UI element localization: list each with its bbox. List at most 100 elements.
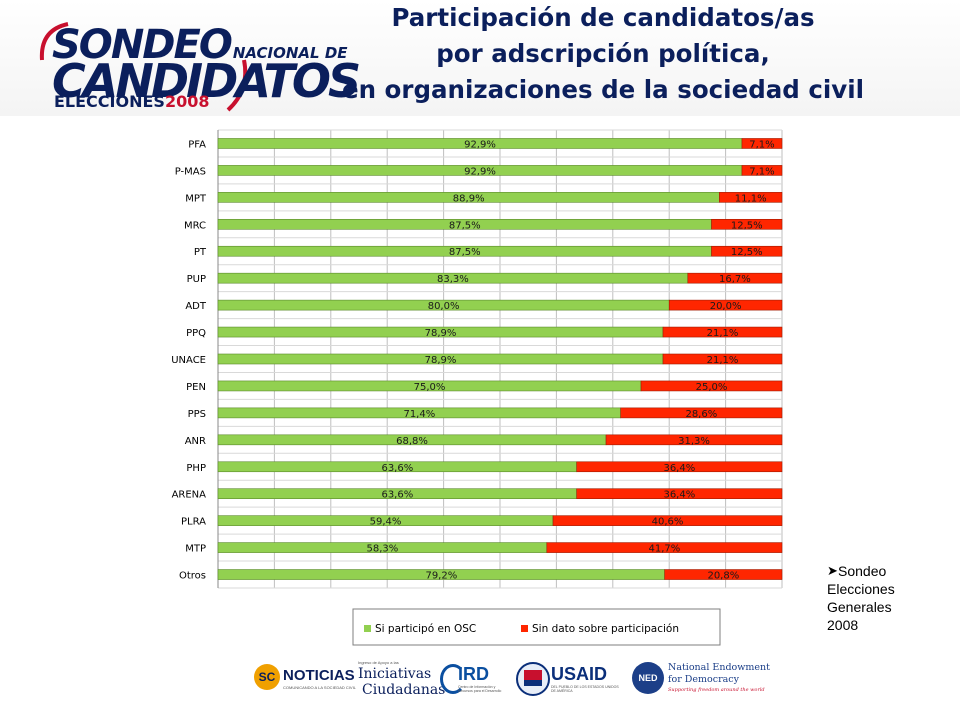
data-label-participo: 68,8% — [396, 436, 428, 447]
category-label: PT — [194, 247, 207, 258]
data-label-participo: 92,9% — [464, 139, 496, 150]
chart-bars — [217, 138, 783, 580]
data-label-participo: 59,4% — [370, 517, 402, 528]
logo-word-year: 2008 — [164, 92, 210, 111]
bar-sin-dato — [741, 138, 783, 149]
sondeo-logo: SONDEO NACIONAL DE CANDIDATOS ELECCIONES2… — [38, 20, 361, 112]
category-label: P-MAS — [175, 166, 206, 177]
legend-box — [352, 608, 721, 646]
source-note: ➤ Sondeo Elecciones Generales 2008 — [827, 562, 947, 634]
logo-word-candidatos: CANDIDATOS — [52, 54, 361, 108]
category-label: MRC — [184, 220, 206, 231]
data-label-sin-dato: 36,4% — [663, 490, 695, 501]
data-label-participo: 87,5% — [449, 247, 481, 258]
note-line-3: Generales — [827, 599, 892, 615]
data-label-participo: 88,9% — [453, 193, 485, 204]
note-line-2: Elecciones — [827, 581, 895, 597]
category-label: MTP — [185, 544, 206, 555]
bar-sin-dato — [664, 569, 783, 580]
bar-sin-dato — [662, 326, 783, 338]
sc-circle-icon: SC — [254, 664, 280, 690]
sc-noticias-logo: SC NOTICIAS COMUNICANDO A LA SOCIEDAD CI… — [254, 660, 356, 700]
data-label-sin-dato: 21,1% — [707, 355, 739, 366]
category-label: Otros — [179, 571, 206, 582]
title-line-2: por adscripción política, — [436, 39, 770, 68]
legend-label-sin-dato: Sin dato sobre participación — [532, 623, 679, 635]
logo-word-sondeo: SONDEO — [52, 22, 233, 68]
category-label: PLRA — [181, 517, 206, 528]
ned-line1: National Endowment — [668, 662, 770, 673]
usaid-sub: DEL PUEBLO DE LOS ESTADOS UNIDOS DE AMÉR… — [551, 685, 619, 693]
data-label-participo: 78,9% — [425, 355, 457, 366]
data-label-participo: 63,6% — [381, 490, 413, 501]
data-label-sin-dato: 20,0% — [710, 301, 742, 312]
data-label-sin-dato: 12,5% — [731, 247, 763, 258]
header-banner: SONDEO NACIONAL DE CANDIDATOS ELECCIONES2… — [0, 0, 960, 116]
chart-legend: Si participó en OSC Sin dato sobre parti… — [352, 608, 721, 646]
usaid-logo: USAID DEL PUEBLO DE LOS ESTADOS UNIDOS D… — [516, 660, 620, 700]
note-line-1: Sondeo — [838, 563, 887, 579]
category-label: ADT — [185, 301, 207, 312]
data-label-sin-dato: 28,6% — [685, 409, 717, 420]
data-label-sin-dato: 25,0% — [696, 382, 728, 393]
category-labels: PFA P-MAS MPT MRC PT PUP ADT PPQ UNACE PEN PPS ANR P… — [171, 139, 207, 581]
data-label-sin-dato: 7,1% — [749, 166, 774, 177]
sc-noticias-sub: COMUNICANDO A LA SOCIEDAD CIVIL — [283, 685, 356, 690]
iniciativas-line1: Iniciativas — [358, 666, 432, 682]
sc-noticias-label: NOTICIAS — [283, 667, 355, 684]
data-label-sin-dato: 40,6% — [652, 517, 684, 528]
data-label-sin-dato: 11,1% — [735, 193, 767, 204]
bar-sin-dato — [640, 380, 783, 392]
bar-sin-dato — [662, 353, 783, 365]
data-label-participo: 87,5% — [449, 220, 481, 231]
bar-sin-dato — [719, 192, 783, 203]
category-label: PHP — [186, 463, 206, 474]
data-label-participo: 78,9% — [425, 328, 457, 339]
data-label-sin-dato: 41,7% — [649, 544, 681, 555]
category-label: PPQ — [186, 328, 206, 339]
bar-sin-dato — [576, 488, 783, 500]
bar-sin-dato — [620, 407, 783, 419]
category-label: PPS — [188, 409, 206, 420]
data-label-sin-dato: 16,7% — [719, 274, 751, 285]
ird-label: IRD — [458, 664, 489, 684]
data-label-sin-dato: 21,1% — [707, 328, 739, 339]
data-label-participo: 83,3% — [437, 274, 469, 285]
bar-sin-dato — [576, 461, 783, 473]
iniciativas-logo: Ingreso de Apoyo a las Iniciativas Ciuda… — [358, 660, 445, 700]
category-label: MPT — [185, 193, 207, 204]
bar-sin-dato — [687, 272, 783, 284]
data-label-sin-dato: 12,5% — [731, 220, 763, 231]
bar-sin-dato — [711, 218, 783, 230]
value-labels: 92,9% 7,1% 92,9% 7,1% 88,9% 11,1% 87,5% 12,5% 87… — [367, 139, 775, 581]
data-label-sin-dato: 20,8% — [707, 571, 739, 582]
data-label-participo: 79,2% — [425, 571, 457, 582]
ned-globe-icon: NED — [632, 662, 664, 694]
category-label: PFA — [188, 139, 206, 150]
logo-word-nacional: NACIONAL DE — [232, 44, 348, 62]
category-label: ARENA — [172, 490, 207, 501]
category-label: UNACE — [171, 355, 206, 366]
legend-swatch-sin-dato — [521, 625, 528, 632]
data-label-sin-dato: 7,1% — [749, 139, 774, 150]
data-label-participo: 92,9% — [464, 166, 496, 177]
title-line-1: Participación de candidatos/as — [391, 3, 815, 32]
category-label: PUP — [187, 274, 206, 285]
bar-sin-dato — [668, 299, 783, 311]
ird-logo: IRD Centro de Información y Recursos par… — [440, 660, 504, 700]
category-label: PEN — [186, 382, 206, 393]
data-label-sin-dato: 36,4% — [663, 463, 695, 474]
ird-sub: Centro de Información y Recursos para el… — [458, 685, 502, 693]
legend-label-participo: Si participó en OSC — [375, 623, 476, 635]
ned-line2: for Democracy — [668, 674, 739, 685]
data-label-participo: 80,0% — [428, 301, 460, 312]
arrow-bullet-icon: ➤ — [827, 563, 838, 578]
logo-swoosh-icon — [39, 22, 248, 112]
data-label-participo: 63,6% — [381, 463, 413, 474]
category-label: ANR — [185, 436, 206, 447]
data-label-participo: 75,0% — [414, 382, 446, 393]
bar-sin-dato — [546, 542, 783, 553]
data-label-sin-dato: 31,3% — [678, 436, 710, 447]
title-line-3: en organizaciones de la sociedad civil — [341, 75, 865, 104]
